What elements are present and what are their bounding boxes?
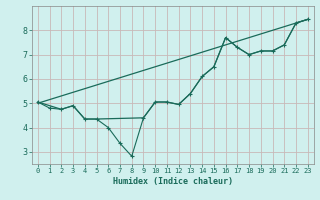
X-axis label: Humidex (Indice chaleur): Humidex (Indice chaleur) [113, 177, 233, 186]
